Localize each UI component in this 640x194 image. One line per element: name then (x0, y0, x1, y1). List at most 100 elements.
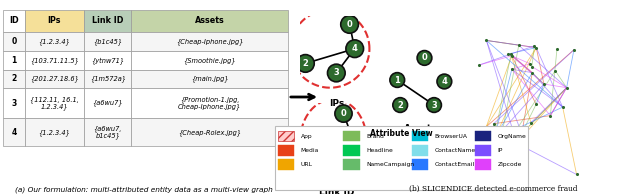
Circle shape (344, 129, 361, 146)
Circle shape (329, 157, 346, 175)
Text: 4: 4 (442, 77, 447, 86)
Point (525, 62, 535, 65)
Point (529, 44, 540, 47)
Text: {main.jpg}: {main.jpg} (191, 76, 228, 82)
Point (539, 82, 549, 86)
Circle shape (437, 74, 452, 89)
Bar (278, 159, 294, 170)
FancyBboxPatch shape (275, 126, 528, 190)
Text: {Smoothie.jpg}: {Smoothie.jpg} (184, 57, 236, 64)
Point (474, 63, 484, 67)
Bar (131, 51, 288, 70)
Text: 3: 3 (333, 68, 339, 77)
Text: Assets: Assets (195, 16, 225, 25)
Text: IPs: IPs (48, 16, 61, 25)
Point (557, 106, 568, 109)
Text: {ytnw71}: {ytnw71} (92, 57, 124, 64)
Text: 1: 1 (12, 56, 17, 65)
Bar (84, 10, 131, 32)
Text: 0: 0 (12, 37, 17, 46)
Bar (475, 145, 492, 156)
Bar (24, 10, 84, 32)
Bar (24, 70, 84, 88)
Point (481, 39, 492, 42)
Text: Link ID: Link ID (92, 16, 124, 25)
Text: 2: 2 (12, 74, 17, 83)
Bar (24, 32, 84, 51)
Text: {103.71.11.5}: {103.71.11.5} (30, 57, 79, 64)
Point (514, 44, 524, 47)
Bar (24, 118, 84, 146)
Point (503, 52, 513, 55)
Circle shape (296, 55, 314, 72)
Bar (84, 32, 131, 51)
Point (481, 125, 492, 128)
Bar (24, 51, 84, 70)
Text: {a6wu7}: {a6wu7} (93, 100, 123, 107)
Text: ContactEmail: ContactEmail (435, 162, 475, 167)
Text: App: App (301, 134, 312, 139)
Bar (475, 159, 492, 170)
Bar (3, 10, 24, 32)
Point (527, 65, 537, 68)
Bar (344, 145, 360, 156)
Circle shape (393, 98, 408, 112)
Circle shape (346, 40, 364, 58)
Circle shape (427, 98, 442, 112)
Circle shape (417, 51, 432, 65)
Text: 2: 2 (397, 100, 403, 110)
Text: IP: IP (498, 148, 503, 153)
Point (511, 142, 522, 145)
Text: ContactName: ContactName (435, 148, 476, 153)
Bar (84, 70, 131, 88)
Text: Link ID: Link ID (319, 188, 354, 194)
Text: 0: 0 (347, 20, 353, 29)
Text: 4: 4 (349, 133, 355, 142)
Bar (3, 88, 24, 118)
Circle shape (328, 64, 345, 82)
Point (516, 132, 527, 135)
Bar (3, 51, 24, 70)
Bar (24, 88, 84, 118)
Circle shape (390, 73, 404, 87)
Text: {a6wu7,
b1c45}: {a6wu7, b1c45} (93, 125, 122, 139)
Point (550, 69, 561, 72)
Text: {Promotion-1.jpg,
Cheap-Iphone.jpg}: {Promotion-1.jpg, Cheap-Iphone.jpg} (178, 96, 241, 110)
Bar (131, 118, 288, 146)
Text: 3: 3 (335, 161, 340, 171)
Text: IPs: IPs (329, 100, 344, 108)
Text: BrowserUA: BrowserUA (435, 134, 467, 139)
Bar (475, 131, 492, 141)
Bar (412, 131, 428, 141)
Text: {Cheap-Rolex.jpg}: {Cheap-Rolex.jpg} (178, 129, 241, 135)
Text: 2: 2 (303, 59, 308, 68)
Bar (3, 70, 24, 88)
Point (552, 48, 562, 51)
Point (507, 68, 517, 71)
Bar (131, 70, 288, 88)
Point (531, 103, 541, 106)
Bar (84, 88, 131, 118)
Point (527, 71, 538, 74)
Bar (131, 88, 288, 118)
Text: 4: 4 (352, 44, 358, 53)
Text: {201.27.18.6}: {201.27.18.6} (30, 76, 79, 82)
Bar (412, 145, 428, 156)
Text: (b) SLICENDICE detected e-commerce fraud: (b) SLICENDICE detected e-commerce fraud (408, 185, 577, 193)
Bar (131, 32, 288, 51)
Bar (344, 159, 360, 170)
Text: Headline: Headline (366, 148, 393, 153)
Point (569, 48, 579, 51)
Text: {1m572a}: {1m572a} (90, 76, 126, 82)
Text: (a) Our formulation: multi-attributed entity data as a multi-view graph: (a) Our formulation: multi-attributed en… (15, 186, 273, 193)
Bar (278, 145, 294, 156)
Bar (3, 118, 24, 146)
Bar (84, 118, 131, 146)
Text: 0: 0 (340, 109, 346, 118)
Text: OrgName: OrgName (498, 134, 527, 139)
Point (489, 138, 499, 141)
Text: {1.2.3.4}: {1.2.3.4} (38, 38, 70, 45)
Point (492, 157, 502, 160)
Point (572, 173, 582, 176)
Point (561, 86, 572, 89)
